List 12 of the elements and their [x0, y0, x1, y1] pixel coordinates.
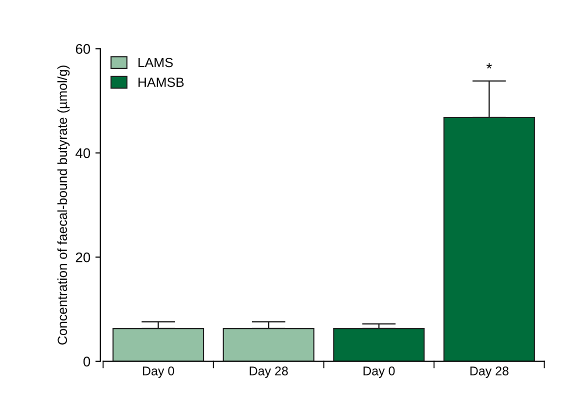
annotation: * [486, 63, 492, 69]
x-tick-label: Day 28 [250, 366, 288, 378]
x-tick-label: Day 0 [142, 366, 174, 378]
y-tick-label: 60 [76, 44, 90, 54]
y-axis-title: Concentration of faecal-bound butyrate (µmol/g) [57, 66, 70, 345]
legend-label: LAMS [138, 58, 173, 68]
y-tick-label: 20 [76, 252, 90, 262]
x-tick-label: Day 28 [470, 366, 508, 378]
legend-label: HAMSB [138, 78, 184, 87]
x-tick-label: Day 0 [364, 366, 395, 378]
y-tick-label: 40 [76, 148, 90, 158]
y-tick-label: 0 [83, 356, 90, 367]
